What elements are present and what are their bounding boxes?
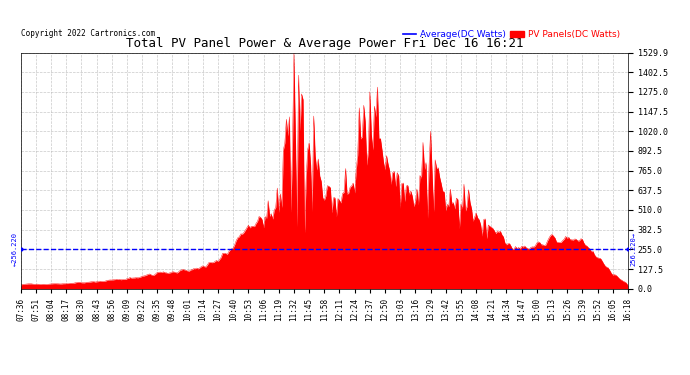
Legend: Average(DC Watts), PV Panels(DC Watts): Average(DC Watts), PV Panels(DC Watts): [400, 26, 623, 42]
Text: 256.220→: 256.220→: [631, 232, 637, 266]
Title: Total PV Panel Power & Average Power Fri Dec 16 16:21: Total PV Panel Power & Average Power Fri…: [126, 37, 523, 50]
Text: Copyright 2022 Cartronics.com: Copyright 2022 Cartronics.com: [21, 29, 155, 38]
Text: ←256.220: ←256.220: [12, 232, 18, 266]
